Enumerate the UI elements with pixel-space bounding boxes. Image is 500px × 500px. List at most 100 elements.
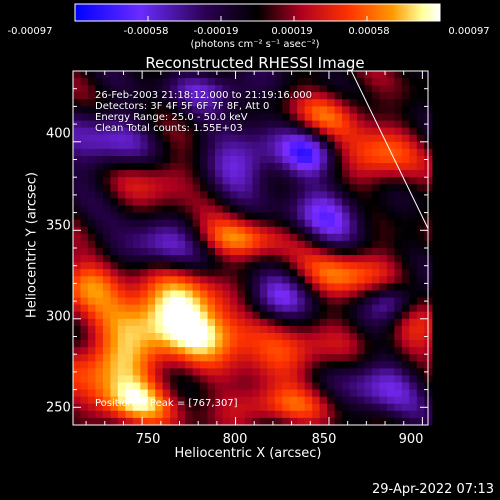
heatmap-cell: [401, 219, 410, 228]
heatmap-cell: [117, 233, 126, 242]
heatmap-cell: [207, 141, 216, 150]
heatmap-cell: [282, 205, 291, 214]
heatmap-cell: [409, 233, 418, 242]
heatmap-cell: [192, 403, 201, 412]
heatmap-cell: [237, 170, 246, 178]
heatmap-cell: [357, 134, 366, 143]
heatmap-cell: [110, 389, 119, 398]
heatmap-cell: [334, 283, 343, 292]
heatmap-cell: [267, 396, 276, 405]
heatmap-cell: [282, 410, 291, 419]
heatmap-cell: [259, 382, 268, 391]
heatmap-cell: [379, 99, 388, 107]
heatmap-cell: [177, 141, 186, 150]
heatmap-cell: [110, 113, 119, 122]
heatmap-cell: [312, 410, 321, 419]
heatmap-cell: [147, 134, 156, 143]
heatmap-cell: [73, 347, 82, 355]
heatmap-cell: [349, 219, 358, 228]
heatmap-cell: [342, 269, 351, 277]
heatmap-cell: [289, 184, 298, 192]
heatmap-cell: [394, 219, 403, 228]
heatmap-cell: [147, 262, 156, 270]
heatmap-cell: [342, 318, 351, 327]
heatmap-cell: [147, 85, 156, 93]
heatmap-cell: [386, 233, 395, 242]
heatmap-cell: [110, 127, 119, 136]
heatmap-cell: [416, 375, 425, 384]
heatmap-cell: [185, 78, 194, 86]
heatmap-cell: [371, 184, 380, 192]
heatmap-cell: [185, 304, 194, 313]
heatmap-cell: [371, 205, 380, 214]
heatmap-cell: [304, 163, 313, 171]
heatmap-cell: [155, 78, 164, 86]
heatmap-cell: [312, 156, 321, 164]
heatmap-cell: [379, 375, 388, 384]
heatmap-cell: [327, 233, 336, 242]
heatmap-cell: [312, 269, 321, 277]
heatmap-cell: [289, 276, 298, 284]
heatmap-cell: [289, 340, 298, 348]
heatmap-cell: [394, 297, 403, 306]
heatmap-cell: [312, 276, 321, 284]
heatmap-cell: [282, 283, 291, 292]
heatmap-cell: [125, 156, 134, 164]
heatmap-cell: [177, 106, 186, 115]
heatmap-cell: [237, 233, 246, 242]
heatmap-cell: [319, 212, 328, 221]
heatmap-cell: [132, 226, 141, 235]
heatmap-cell: [147, 318, 156, 327]
heatmap-cell: [229, 233, 238, 242]
heatmap-cell: [80, 269, 89, 277]
heatmap-cell: [140, 382, 149, 391]
heatmap-cell: [147, 368, 156, 377]
heatmap-cell: [80, 318, 89, 327]
heatmap-cell: [177, 177, 186, 185]
heatmap-cell: [364, 248, 373, 256]
heatmap-cell: [386, 198, 395, 207]
heatmap-cell: [386, 170, 395, 178]
heatmap-cell: [110, 347, 119, 355]
heatmap-cell: [222, 134, 231, 143]
heatmap-cell: [282, 170, 291, 178]
heatmap-cell: [312, 283, 321, 292]
heatmap-cell: [319, 368, 328, 377]
heatmap-cell: [334, 325, 343, 334]
heatmap-cell: [364, 297, 373, 306]
heatmap-cell: [237, 198, 246, 207]
heatmap-cell: [409, 382, 418, 391]
heatmap-cell: [222, 127, 231, 136]
heatmap-cell: [110, 403, 119, 412]
heatmap-cell: [95, 255, 104, 263]
heatmap-cell: [274, 417, 283, 426]
heatmap-cell: [364, 177, 373, 185]
heatmap-cell: [259, 396, 268, 405]
heatmap-cell: [379, 120, 388, 129]
heatmap-cell: [349, 354, 358, 362]
heatmap-cell: [386, 368, 395, 377]
y-tick-label: 400: [46, 126, 71, 142]
heatmap-cell: [252, 403, 261, 412]
heatmap-cell: [177, 71, 186, 79]
heatmap-cell: [252, 297, 261, 306]
heatmap-cell: [155, 403, 164, 412]
heatmap-cell: [237, 148, 246, 157]
heatmap-cell: [282, 71, 291, 79]
heatmap-cell: [342, 396, 351, 405]
heatmap-cell: [349, 255, 358, 263]
heatmap-cell: [274, 269, 283, 277]
heatmap-cell: [80, 226, 89, 235]
heatmap-cell: [357, 248, 366, 256]
heatmap-cell: [185, 311, 194, 320]
heatmap-cell: [237, 255, 246, 263]
heatmap-cell: [117, 297, 126, 306]
heatmap-cell: [342, 120, 351, 129]
heatmap-cell: [364, 311, 373, 320]
heatmap-cell: [222, 78, 231, 86]
heatmap-cell: [357, 354, 366, 362]
heatmap-cell: [416, 361, 425, 369]
heatmap-cell: [125, 141, 134, 150]
heatmap-cell: [327, 219, 336, 228]
heatmap-cell: [304, 262, 313, 270]
